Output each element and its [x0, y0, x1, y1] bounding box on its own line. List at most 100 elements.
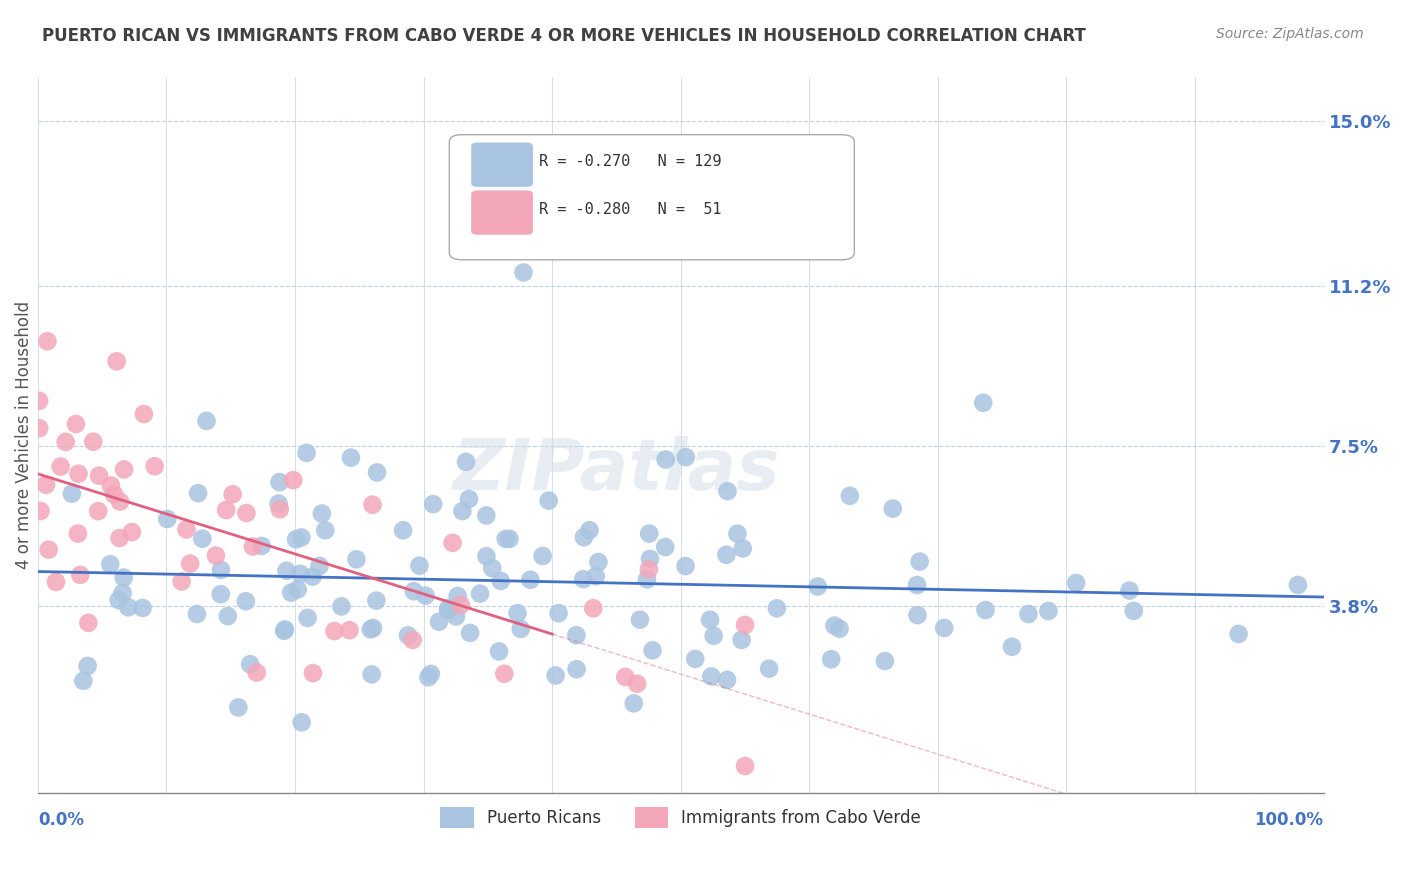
Point	[295, 446, 318, 460]
Text: Source: ZipAtlas.com: Source: ZipAtlas.com	[1216, 27, 1364, 41]
Point	[437, 603, 460, 617]
Point	[246, 665, 269, 680]
Point	[1064, 576, 1087, 591]
Point	[882, 501, 904, 516]
Point	[716, 548, 738, 562]
Point	[498, 532, 520, 546]
FancyBboxPatch shape	[471, 191, 533, 235]
Point	[1118, 583, 1140, 598]
Point	[731, 541, 754, 556]
Point	[209, 563, 232, 577]
Point	[447, 589, 470, 603]
Point	[730, 632, 752, 647]
Point	[65, 417, 87, 431]
Point	[112, 462, 135, 476]
Point	[700, 669, 723, 683]
Point	[239, 657, 262, 672]
Point	[187, 486, 209, 500]
Point	[585, 569, 607, 583]
Point	[1227, 627, 1250, 641]
Point	[972, 396, 994, 410]
Point	[340, 450, 363, 465]
Point	[675, 559, 697, 574]
Point	[274, 623, 297, 637]
Point	[69, 567, 91, 582]
Point	[45, 574, 67, 589]
Point	[820, 652, 842, 666]
Point	[30, 504, 52, 518]
Point	[506, 606, 529, 620]
Point	[346, 552, 368, 566]
Point	[547, 606, 569, 620]
Point	[758, 662, 780, 676]
Point	[675, 450, 697, 464]
Point	[716, 484, 738, 499]
Text: PUERTO RICAN VS IMMIGRANTS FROM CABO VERDE 4 OR MORE VEHICLES IN HOUSEHOLD CORRE: PUERTO RICAN VS IMMIGRANTS FROM CABO VER…	[42, 27, 1085, 45]
Point	[242, 540, 264, 554]
Point	[716, 673, 738, 687]
Point	[1038, 604, 1060, 618]
FancyBboxPatch shape	[471, 143, 533, 186]
Point	[67, 467, 90, 481]
Point	[132, 407, 155, 421]
Point	[458, 626, 481, 640]
Point	[361, 621, 384, 635]
Point	[437, 601, 460, 615]
Point	[418, 670, 440, 684]
Point	[28, 421, 51, 435]
Point	[276, 564, 298, 578]
Point	[311, 507, 333, 521]
Point	[28, 393, 51, 408]
Point	[366, 466, 388, 480]
Point	[107, 593, 129, 607]
Point	[38, 542, 60, 557]
Point	[734, 618, 756, 632]
Point	[273, 624, 295, 638]
Text: R = -0.270   N = 129: R = -0.270 N = 129	[540, 154, 721, 169]
Point	[638, 552, 661, 566]
Point	[1286, 578, 1309, 592]
Point	[531, 549, 554, 563]
Point	[974, 603, 997, 617]
Point	[217, 609, 239, 624]
Point	[578, 523, 600, 537]
Point	[76, 659, 98, 673]
Point	[823, 618, 845, 632]
Point	[628, 613, 651, 627]
Point	[314, 523, 336, 537]
Point	[488, 644, 510, 658]
Point	[475, 549, 498, 564]
Legend: Puerto Ricans, Immigrants from Cabo Verde: Puerto Ricans, Immigrants from Cabo Verd…	[434, 801, 928, 834]
Point	[60, 486, 83, 500]
Point	[360, 623, 382, 637]
Point	[82, 434, 104, 449]
Point	[176, 523, 198, 537]
Point	[290, 531, 312, 545]
Point	[108, 531, 131, 545]
Point	[807, 579, 830, 593]
Point	[908, 555, 931, 569]
Point	[98, 558, 121, 572]
Point	[699, 613, 721, 627]
Point	[441, 536, 464, 550]
Point	[654, 452, 676, 467]
Point	[422, 497, 444, 511]
Point	[636, 573, 658, 587]
Point	[450, 598, 472, 612]
Point	[495, 532, 517, 546]
Point	[55, 434, 77, 449]
Point	[905, 578, 928, 592]
Point	[156, 512, 179, 526]
Text: 0.0%: 0.0%	[38, 811, 84, 829]
Point	[269, 502, 291, 516]
Point	[179, 557, 201, 571]
Point	[766, 601, 789, 615]
Point	[269, 475, 291, 490]
Point	[623, 697, 645, 711]
Point	[494, 666, 516, 681]
Point	[360, 667, 382, 681]
Point	[626, 677, 648, 691]
Point	[489, 574, 512, 588]
Point	[105, 354, 128, 368]
Point	[654, 540, 676, 554]
